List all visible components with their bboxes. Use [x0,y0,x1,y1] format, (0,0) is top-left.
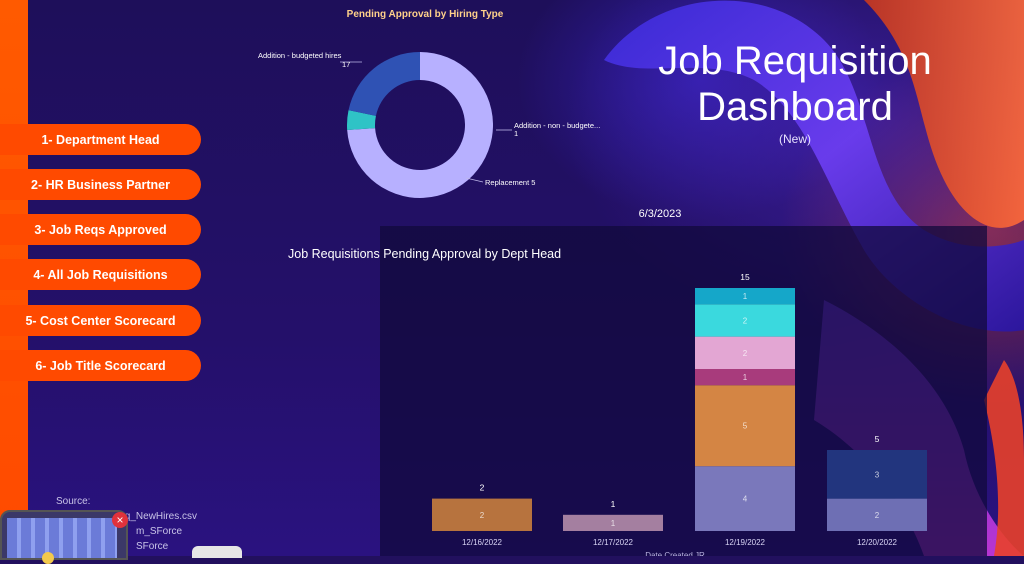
nav-button-all-job-requisitions[interactable]: 4- All Job Requisitions [0,259,201,290]
bar-segment[interactable] [563,514,663,531]
page-tab-indicator[interactable] [192,546,242,558]
donut-slice-label: Replacement 5 [485,178,535,187]
source-file: SForce [136,541,169,552]
bar-total-label: 5 [875,434,880,444]
bar-total-label: 1 [611,499,616,509]
bar-segment[interactable] [695,385,795,467]
donut-slice[interactable] [347,52,493,198]
thumbnail-preview[interactable] [0,510,128,564]
bar-total-label: 15 [740,272,750,282]
nav-button-label: 4- All Job Requisitions [33,267,168,282]
nav-button-job-title-scorecard[interactable]: 6- Job Title Scorecard [0,350,201,381]
bar-segment-label: 1 [743,373,748,382]
bar-segment-label: 3 [875,470,880,479]
donut-slice[interactable] [348,52,420,116]
bar-segment-label: 4 [743,495,748,504]
source-info: Source: Req_NewHires.csv m_SForce SForce [56,494,197,554]
bar-segment[interactable] [695,336,795,369]
x-axis-label: Date Created JR [645,551,705,556]
x-tick-label: 12/17/2022 [593,538,634,547]
donut-chart-title: Pending Approval by Hiring Type [346,9,504,20]
nav-button-label: 3- Job Reqs Approved [34,222,167,237]
bar-segment-label: 2 [875,511,880,520]
dashboard-title-block: Job Requisition Dashboard (New) [640,38,950,146]
nav-button-label: 6- Job Title Scorecard [35,358,166,373]
source-file: m_SForce [136,526,183,537]
donut-slice-label: Addition - non - budgete... [514,121,600,130]
bar-segment-label: 5 [743,422,748,431]
nav-button-label: 1- Department Head [41,132,160,147]
source-label: Source: [56,496,91,507]
bar-segment-label: 2 [743,349,748,358]
donut-slice[interactable] [347,110,376,130]
bar-chart-title: Job Requisitions Pending Approval by Dep… [288,247,562,261]
bar-total-label: 2 [480,483,485,493]
donut-leader-line [465,177,484,183]
dashboard-title-line2: Dashboard [697,85,893,129]
bar-segment-label: 2 [480,511,485,520]
donut-slice-value: 17 [342,60,350,69]
donut-slice-label: Addition - budgeted hires [258,51,342,60]
nav-button-label: 2- HR Business Partner [31,177,170,192]
nav-button-cost-center-scorecard[interactable]: 5- Cost Center Scorecard [0,305,201,336]
bar-segment[interactable] [695,288,795,305]
bar-segment[interactable] [695,466,795,531]
bar-segment[interactable] [827,498,927,531]
nav-button-hr-business-partner[interactable]: 2- HR Business Partner [0,169,201,200]
nav-button-department-head[interactable]: 1- Department Head [0,124,201,155]
nav-button-label: 5- Cost Center Scorecard [25,313,176,328]
bar-segment-label: 2 [743,316,748,325]
stacked-bar-chart[interactable]: 2 2 12/16/2022 1 1 12/17/2022 4 5 1 2 2 1 15 12/19/20… [380,226,987,556]
dashboard-title-line1: Job Requisition [658,39,932,83]
close-icon[interactable]: × [112,512,128,528]
donut-slice-value: 1 [514,129,518,138]
source-file: Req_NewHires.csv [112,511,198,522]
bar-segment-label: 1 [743,292,748,301]
x-tick-label: 12/20/2022 [857,538,898,547]
bar-segment[interactable] [827,450,927,499]
bar-segment[interactable] [695,304,795,337]
dashboard-subtitle: (New) [779,132,811,146]
thumbnail-highlight-dot [42,552,54,564]
x-tick-label: 12/16/2022 [462,538,503,547]
report-date: 6/3/2023 [638,208,682,220]
bar-segment[interactable] [432,498,532,531]
bar-segment-label: 1 [611,519,616,528]
thumbnail-image [7,518,117,558]
nav-button-job-reqs-approved[interactable]: 3- Job Reqs Approved [0,214,201,245]
x-tick-label: 12/19/2022 [725,538,766,547]
bar-segment[interactable] [695,369,795,386]
